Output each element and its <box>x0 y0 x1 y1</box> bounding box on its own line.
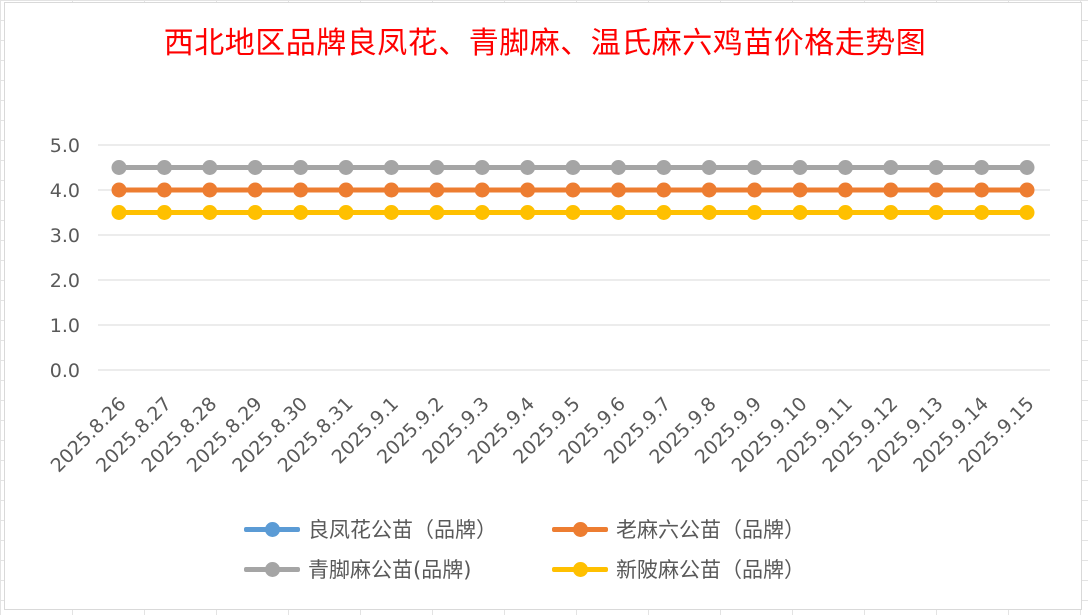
legend-label-series-3: 青脚麻公苗(品牌) <box>308 558 472 582</box>
y-tick-label-2: 2.0 <box>50 270 80 292</box>
data-point-series-2-3[interactable] <box>247 182 263 198</box>
gridlines <box>98 144 1050 371</box>
data-point-series-3-1[interactable] <box>156 160 172 175</box>
data-point-series-4-8[interactable] <box>474 205 490 220</box>
data-point-series-3-11[interactable] <box>610 160 626 175</box>
data-point-series-3-13[interactable] <box>701 160 717 175</box>
data-point-series-4-20[interactable] <box>1019 205 1035 220</box>
data-point-series-2-20[interactable] <box>1019 182 1035 198</box>
data-point-series-2-7[interactable] <box>429 182 445 198</box>
data-point-series-4-3[interactable] <box>247 205 263 220</box>
data-point-series-2-14[interactable] <box>747 182 763 198</box>
chart-title: 西北地区品牌良凤花、青脚麻、温氏麻六鸡苗价格走势图 <box>163 26 927 61</box>
data-point-series-2-13[interactable] <box>701 182 717 198</box>
data-point-series-2-1[interactable] <box>156 182 172 198</box>
data-point-series-3-19[interactable] <box>974 160 990 175</box>
data-point-series-4-9[interactable] <box>520 205 536 220</box>
y-tick-label-3: 3.0 <box>50 225 80 247</box>
y-axis-tick-labels: 0.0 1.0 2.0 3.0 4.0 5.0 <box>50 135 80 382</box>
data-point-series-4-15[interactable] <box>792 205 808 220</box>
data-point-series-3-18[interactable] <box>928 160 944 175</box>
chart-area[interactable]: 西北地区品牌良凤花、青脚麻、温氏麻六鸡苗价格走势图 <box>4 2 1082 610</box>
legend-swatch-series-3 <box>240 554 304 584</box>
data-point-series-4-10[interactable] <box>565 205 581 220</box>
data-point-series-4-12[interactable] <box>656 205 672 220</box>
data-point-series-4-5[interactable] <box>338 205 354 220</box>
y-tick-label-5: 5.0 <box>50 135 80 157</box>
data-point-series-4-4[interactable] <box>293 205 309 220</box>
data-point-series-3-9[interactable] <box>520 160 536 175</box>
data-point-series-2-9[interactable] <box>520 182 536 198</box>
y-tick-label-0: 0.0 <box>50 360 80 382</box>
y-tick-label-1: 1.0 <box>50 315 80 337</box>
data-point-series-4-7[interactable] <box>429 205 445 220</box>
data-point-series-2-15[interactable] <box>792 182 808 198</box>
data-point-series-3-20[interactable] <box>1019 160 1035 175</box>
data-point-series-2-18[interactable] <box>928 182 944 198</box>
legend-label-series-1: 良凤花公苗（品牌） <box>308 518 497 542</box>
y-tick-label-4: 4.0 <box>50 180 80 202</box>
data-point-series-3-8[interactable] <box>474 160 490 175</box>
data-point-series-3-14[interactable] <box>747 160 763 175</box>
legend-swatch-series-4 <box>548 554 612 584</box>
data-point-series-2-12[interactable] <box>656 182 672 198</box>
data-point-series-4-17[interactable] <box>883 205 899 220</box>
data-point-series-3-15[interactable] <box>792 160 808 175</box>
data-point-series-2-10[interactable] <box>565 182 581 198</box>
legend-entry-series-1[interactable]: 良凤花公苗（品牌） <box>240 514 497 544</box>
data-point-series-3-6[interactable] <box>383 160 399 175</box>
data-point-series-4-19[interactable] <box>974 205 990 220</box>
data-point-series-3-4[interactable] <box>293 160 309 175</box>
legend-marker-series-3 <box>265 562 280 577</box>
data-point-series-4-14[interactable] <box>747 205 763 220</box>
data-point-series-2-2[interactable] <box>202 182 218 198</box>
legend-swatch-series-1 <box>240 514 304 544</box>
data-point-series-2-4[interactable] <box>293 182 309 198</box>
data-point-series-3-3[interactable] <box>247 160 263 175</box>
series-lines <box>111 160 1035 220</box>
legend-swatch-series-2 <box>548 514 612 544</box>
legend-entry-series-2[interactable]: 老麻六公苗（品牌） <box>548 514 805 544</box>
legend-marker-series-1 <box>265 522 280 537</box>
legend-entry-series-4[interactable]: 新陂麻公苗（品牌） <box>548 554 805 584</box>
data-point-series-4-0[interactable] <box>111 205 127 220</box>
data-point-series-3-0[interactable] <box>111 160 127 175</box>
legend-label-series-4: 新陂麻公苗（品牌） <box>616 558 805 582</box>
data-point-series-4-13[interactable] <box>701 205 717 220</box>
data-point-series-3-2[interactable] <box>202 160 218 175</box>
data-point-series-3-16[interactable] <box>837 160 853 175</box>
data-point-series-4-2[interactable] <box>202 205 218 220</box>
legend-marker-series-4 <box>573 562 588 577</box>
data-point-series-4-18[interactable] <box>928 205 944 220</box>
data-point-series-3-7[interactable] <box>429 160 445 175</box>
legend-label-series-2: 老麻六公苗（品牌） <box>616 518 805 542</box>
data-point-series-2-17[interactable] <box>883 182 899 198</box>
data-point-series-4-6[interactable] <box>383 205 399 220</box>
legend-entry-series-3[interactable]: 青脚麻公苗(品牌) <box>240 554 471 584</box>
data-point-series-4-16[interactable] <box>837 205 853 220</box>
x-axis-tick-labels: 2025.8.262025.8.272025.8.282025.8.292025… <box>47 393 1039 477</box>
data-point-series-3-12[interactable] <box>656 160 672 175</box>
data-point-series-2-8[interactable] <box>474 182 490 198</box>
data-point-series-4-11[interactable] <box>610 205 626 220</box>
data-point-series-2-5[interactable] <box>338 182 354 198</box>
data-point-series-2-16[interactable] <box>837 182 853 198</box>
data-point-series-4-1[interactable] <box>156 205 172 220</box>
data-point-series-3-5[interactable] <box>338 160 354 175</box>
data-point-series-2-0[interactable] <box>111 182 127 198</box>
data-point-series-2-19[interactable] <box>974 182 990 198</box>
data-point-series-3-10[interactable] <box>565 160 581 175</box>
legend-marker-series-2 <box>573 522 588 537</box>
data-point-series-2-6[interactable] <box>383 182 399 198</box>
data-point-series-3-17[interactable] <box>883 160 899 175</box>
data-point-series-2-11[interactable] <box>610 182 626 198</box>
